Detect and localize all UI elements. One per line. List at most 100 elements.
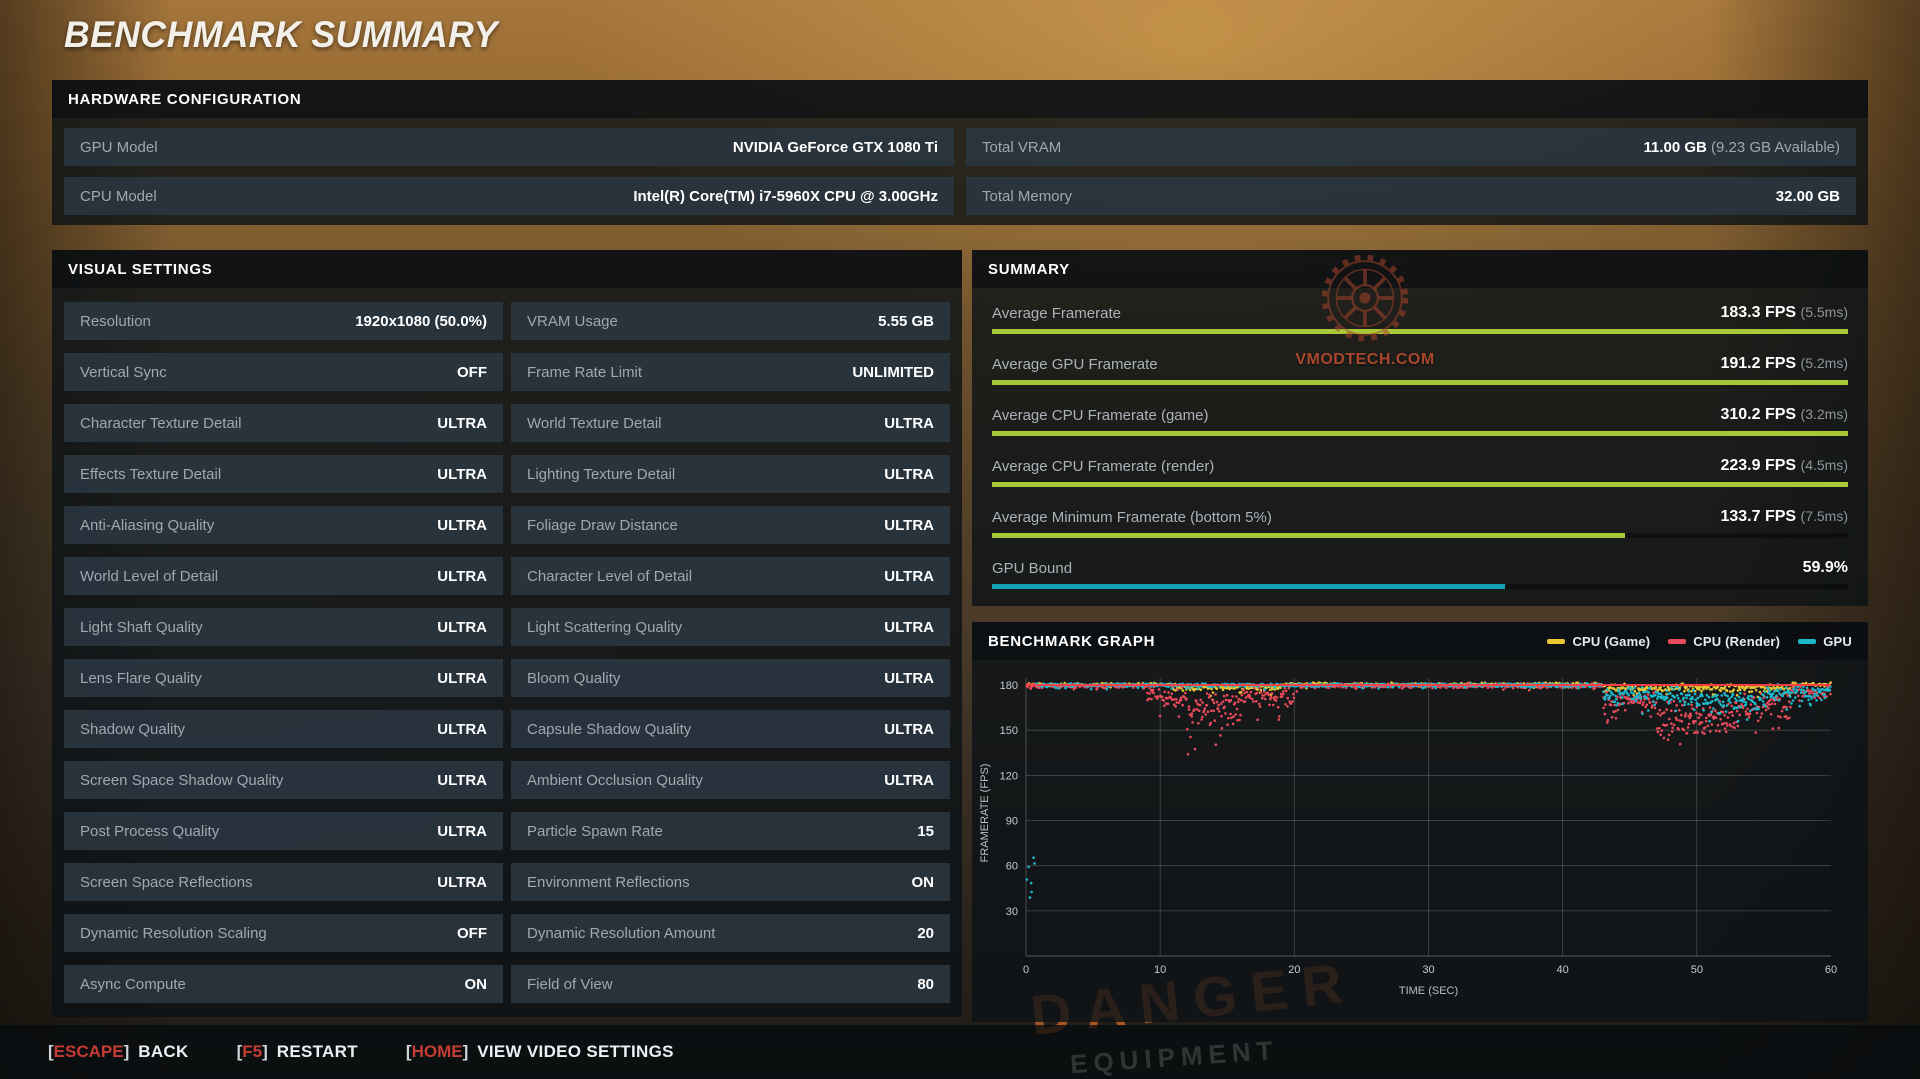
legend-item-gpu: GPU [1798,634,1852,649]
framerate-chart: 30 60 90 120 150 180 0 10 20 30 40 50 60 TIME (SEC) FR… [979,678,1837,997]
metric-bar-track [992,533,1848,538]
metric-bar-fill [992,431,1848,436]
setting-row-capsule-shadow-quality: Capsule Shadow Quality ULTRA [511,710,950,748]
setting-label: Dynamic Resolution Scaling [80,924,267,942]
metric-value: 133.7 FPS (7.5ms) [1720,508,1848,525]
visual-settings-title: VISUAL SETTINGS [52,250,962,288]
metric-frametime: (7.5ms) [1800,508,1848,524]
setting-label: Character Texture Detail [80,414,242,432]
setting-label: Capsule Shadow Quality [527,720,692,738]
setting-label: Ambient Occlusion Quality [527,771,703,789]
metric-label: GPU Bound [992,559,1073,577]
summary-metrics: Average Framerate 183.3 FPS (5.5ms) Averag… [972,288,1868,589]
setting-label: Effects Texture Detail [80,465,222,483]
metric-average-cpu-framerate-game: Average CPU Framerate (game) 310.2 FPS (3… [992,402,1848,436]
legend-label: CPU (Render) [1693,633,1781,649]
metric-label: Average Minimum Framerate (bottom 5%) [992,508,1272,526]
view-video-settings-button[interactable]: [HOME] VIEW VIDEO SETTINGS [405,1042,674,1061]
setting-value: OFF [457,924,487,942]
metric-value: 310.2 FPS (3.2ms) [1720,406,1848,423]
setting-row-foliage-draw-distance: Foliage Draw Distance ULTRA [511,506,950,544]
legend-label: GPU [1823,633,1852,649]
setting-row-vertical-sync: Vertical Sync OFF [64,353,503,391]
metric-value: 223.9 FPS (4.5ms) [1720,457,1848,474]
setting-label: Character Level of Detail [527,567,693,585]
setting-row-anti-aliasing-quality: Anti-Aliasing Quality ULTRA [64,506,503,544]
visual-settings-rows: Resolution 1920x1080 (50.0%) Vertical Sync… [52,288,962,1017]
svg-text:10: 10 [1154,964,1166,976]
metric-bar-fill [992,533,1626,538]
setting-label: Particle Spawn Rate [527,822,663,840]
setting-label: Screen Space Reflections [80,873,253,891]
metric-frametime: (3.2ms) [1800,406,1848,422]
metric-average-cpu-framerate-render: Average CPU Framerate (render) 223.9 FPS … [992,453,1848,487]
setting-row-frame-rate-limit: Frame Rate Limit UNLIMITED [511,353,950,391]
setting-label: Frame Rate Limit [527,363,643,381]
legend-swatch-icon [1798,638,1817,644]
svg-text:180: 180 [1000,680,1018,692]
setting-value: ULTRA [437,669,487,687]
setting-value: 80 [917,975,934,993]
setting-label: Screen Space Shadow Quality [80,771,284,789]
setting-value: 15 [917,822,934,840]
svg-text:30: 30 [1006,906,1018,918]
metric-bar-track [992,329,1848,334]
legend-item-cpu-game: CPU (Game) [1547,634,1650,649]
setting-value: ULTRA [437,465,487,483]
setting-row-light-scattering-quality: Light Scattering Quality ULTRA [511,608,950,646]
setting-value: OFF [457,363,487,381]
hardware-value: 32.00 GB [1775,187,1840,205]
setting-label: Async Compute [80,975,186,993]
svg-text:150: 150 [1000,725,1018,737]
setting-row-world-texture-detail: World Texture Detail ULTRA [511,404,950,442]
setting-value: ULTRA [884,567,934,585]
hardware-row-total-memory: Total Memory 32.00 GB [966,177,1856,215]
setting-label: Resolution [80,312,151,330]
setting-label: Light Scattering Quality [527,618,683,636]
legend-swatch-icon [1668,638,1687,644]
setting-row-world-level-of-detail: World Level of Detail ULTRA [64,557,503,595]
restart-button[interactable]: [F5] RESTART [236,1042,358,1061]
hardware-value: 11.00 GB (9.23 GB Available) [1643,138,1840,156]
setting-row-screen-space-reflections: Screen Space Reflections ULTRA [64,863,503,901]
metric-value: 191.2 FPS (5.2ms) [1720,355,1848,372]
hardware-value: Intel(R) Core(TM) i7-5960X CPU @ 3.00GHz [633,187,938,205]
svg-text:90: 90 [1006,816,1018,828]
hardware-row-cpu-model: CPU Model Intel(R) Core(TM) i7-5960X CPU … [64,177,954,215]
hardware-rows: GPU Model NVIDIA GeForce GTX 1080 Ti Total… [52,118,1868,225]
setting-row-screen-space-shadow-quality: Screen Space Shadow Quality ULTRA [64,761,503,799]
legend-item-cpu-render: CPU (Render) [1668,634,1780,649]
setting-label: Foliage Draw Distance [527,516,678,534]
setting-value: ON [464,975,488,993]
setting-row-lens-flare-quality: Lens Flare Quality ULTRA [64,659,503,697]
key-hint: [ESCAPE] [48,1042,130,1061]
hardware-configuration-title: HARDWARE CONFIGURATION [52,80,1868,118]
setting-label: Dynamic Resolution Amount [527,924,716,942]
footer-keybar: [ESCAPE] BACK [F5] RESTART [HOME] VIEW VIDEO … [0,1025,1920,1079]
setting-row-character-texture-detail: Character Texture Detail ULTRA [64,404,503,442]
svg-text:60: 60 [1006,861,1018,873]
setting-value: ULTRA [437,771,487,789]
svg-text:30: 30 [1422,964,1434,976]
benchmark-graph-title: BENCHMARK GRAPH [988,632,1156,650]
setting-row-field-of-view: Field of View 80 [511,965,950,1003]
setting-label: Post Process Quality [80,822,220,840]
metric-label: Average GPU Framerate [992,355,1158,373]
setting-label: World Texture Detail [527,414,662,432]
setting-label: Field of View [527,975,613,993]
setting-row-lighting-texture-detail: Lighting Texture Detail ULTRA [511,455,950,493]
hardware-label: Total Memory [982,187,1073,205]
hardware-value: NVIDIA GeForce GTX 1080 Ti [732,138,938,156]
metric-label: Average CPU Framerate (render) [992,457,1215,475]
setting-value: ULTRA [437,720,487,738]
metric-bar-fill [992,482,1848,487]
svg-text:40: 40 [1557,964,1569,976]
back-button[interactable]: [ESCAPE] BACK [48,1042,189,1061]
metric-frametime: (5.2ms) [1800,355,1848,371]
metric-bar-track [992,380,1848,385]
visual-settings-left-column: Resolution 1920x1080 (50.0%) Vertical Sync… [64,302,503,1003]
setting-row-shadow-quality: Shadow Quality ULTRA [64,710,503,748]
setting-label: VRAM Usage [527,312,618,330]
setting-value: ULTRA [884,414,934,432]
graph-legend: CPU (Game) CPU (Render) GPU [1547,634,1852,649]
